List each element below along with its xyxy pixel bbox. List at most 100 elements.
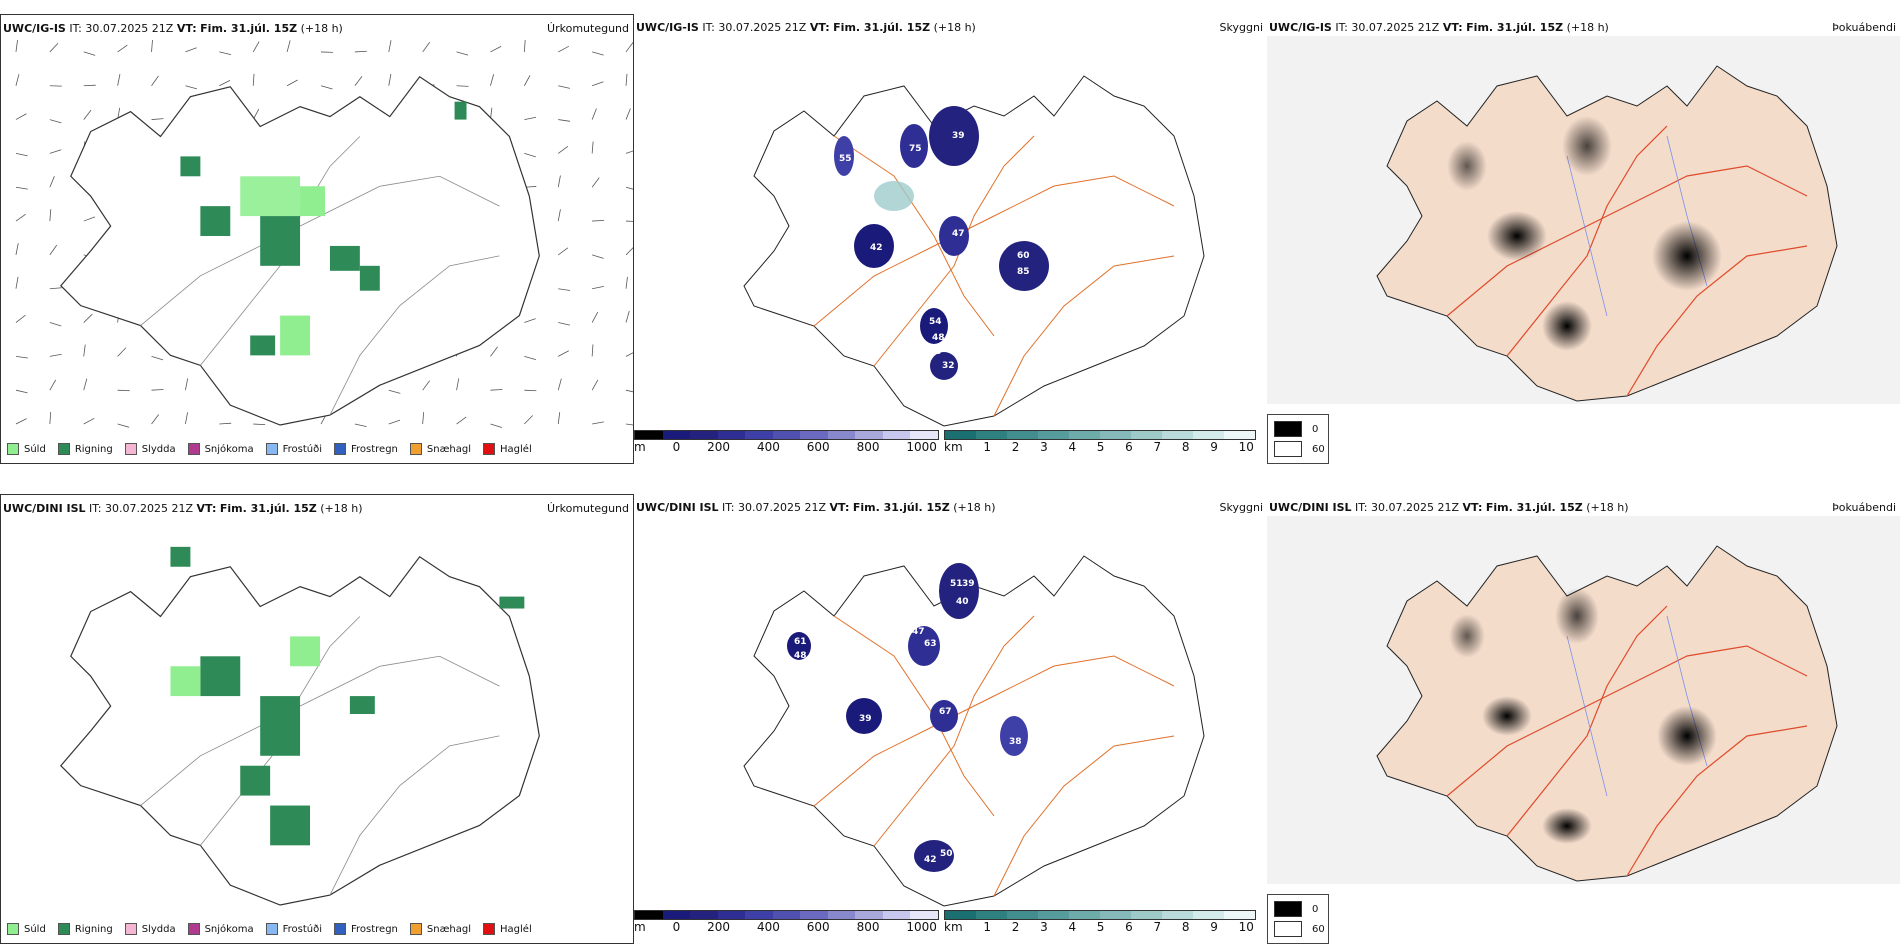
fog-swatch bbox=[1274, 421, 1302, 437]
legend-item-rigning: Rigning bbox=[57, 923, 113, 935]
legend-item-snjokoma: Snjókoma bbox=[187, 923, 254, 935]
tick: 3 bbox=[1040, 440, 1048, 454]
wind-barb-icon bbox=[320, 85, 333, 90]
wind-barb-icon bbox=[591, 108, 597, 120]
wind-barb-icon bbox=[422, 42, 431, 53]
tick: 6 bbox=[1125, 920, 1133, 934]
legend-swatch bbox=[124, 923, 137, 935]
legend-label: Frostúði bbox=[282, 443, 322, 455]
panel-header: UWC/IG-IS IT: 30.07.2025 21Z VT: Fim. 31… bbox=[3, 21, 629, 37]
wind-barb-icon bbox=[117, 44, 128, 53]
wind-barb-icon bbox=[558, 288, 571, 291]
tick: 400 bbox=[756, 920, 780, 934]
tick: 4 bbox=[1068, 920, 1077, 934]
legend-swatch bbox=[334, 923, 346, 935]
legend-swatch bbox=[57, 443, 70, 455]
tick: 7 bbox=[1153, 440, 1162, 454]
wind-barb-icon bbox=[592, 51, 604, 56]
roads bbox=[1446, 125, 1808, 397]
wind-barb-icon bbox=[592, 219, 605, 222]
precip-patches bbox=[170, 546, 525, 846]
ceiling-unit: m bbox=[634, 920, 646, 934]
wind-barb-icon bbox=[117, 73, 121, 86]
legend-swatch bbox=[483, 923, 496, 935]
wind-barb-icon bbox=[151, 118, 164, 120]
panel-header: UWC/DINI ISL IT: 30.07.2025 21Z VT: Fim.… bbox=[1269, 500, 1896, 516]
tick: 10 bbox=[1238, 920, 1254, 934]
fog-legend-label: 60 bbox=[1312, 923, 1325, 935]
wind-barb-icon bbox=[15, 113, 27, 120]
vt-value: Fim. 31.júl. 15Z bbox=[852, 501, 950, 514]
it-value: 30.07.2025 21Z bbox=[738, 501, 827, 514]
wind-barb-icon bbox=[625, 310, 630, 323]
wind-barb-icon bbox=[625, 423, 633, 426]
wind-barb-icon bbox=[625, 150, 633, 154]
tick: 9 bbox=[1210, 920, 1218, 934]
ceiling-label: 48 bbox=[794, 651, 807, 661]
wind-barb-icon bbox=[83, 109, 92, 120]
wind-barb-icon bbox=[49, 149, 62, 154]
ceiling-label: 54 bbox=[929, 317, 942, 327]
iceland-map-svg bbox=[59, 546, 540, 906]
map-ceiling-vis[interactable]: 39 47 60 85 54 48 40 32 55 75 58 76 42 bbox=[634, 36, 1267, 430]
ceiling-label: 67 bbox=[939, 707, 952, 717]
vt-value: Fim. 31.júl. 15Z bbox=[1466, 21, 1564, 34]
ceiling-label: 51 bbox=[950, 579, 963, 589]
legend-label: Snæhagl bbox=[426, 443, 472, 455]
wind-barb-icon bbox=[388, 40, 392, 52]
panel-header: UWC/IG-IS IT: 30.07.2025 21Z VT: Fim. 31… bbox=[1269, 20, 1896, 36]
legend-swatch bbox=[187, 923, 200, 935]
wind-barb-icon bbox=[252, 73, 255, 86]
legend-swatch bbox=[7, 923, 19, 935]
wind-barb-icon bbox=[592, 285, 604, 290]
wind-barb-icon bbox=[490, 46, 502, 53]
tick: 600 bbox=[806, 440, 830, 454]
ceiling-label: 50 bbox=[940, 849, 953, 859]
model-name: UWC/DINI ISL bbox=[3, 502, 86, 515]
wind-barb-icon bbox=[15, 355, 28, 359]
wind-barb-icon bbox=[15, 213, 26, 222]
wind-barb-icon bbox=[524, 153, 536, 158]
legend-label: Rigning bbox=[74, 443, 113, 455]
wind-barb-icon bbox=[524, 355, 536, 360]
tick: 800 bbox=[856, 920, 880, 934]
map-precip-type[interactable] bbox=[1, 37, 633, 429]
ceiling-vis-legend: m 0 200 400 600 800 1000 km 1 2 3 4 5 6 … bbox=[634, 910, 1267, 940]
legend-label: Frostúði bbox=[282, 923, 322, 935]
tick: 0 bbox=[672, 440, 681, 454]
ceiling-label: 85 bbox=[1017, 267, 1030, 277]
wind-barb-icon bbox=[557, 412, 561, 425]
fog-legend-row: 0 bbox=[1274, 421, 1318, 437]
ceiling-label: 48 bbox=[932, 333, 945, 343]
iceland-map-svg bbox=[15, 39, 633, 428]
legend-label: Slydda bbox=[141, 923, 176, 935]
wind-barb-icon bbox=[185, 378, 189, 391]
wind-barb-icon bbox=[456, 416, 467, 425]
wind-barb-icon bbox=[456, 85, 469, 87]
map-ceiling-vis[interactable]: 51 39 40 61 48 39 42 50 38 67 63 47 bbox=[634, 516, 1267, 910]
map-precip-type[interactable] bbox=[1, 517, 633, 909]
visibility-ticks: km 1 2 3 4 5 6 7 8 9 10 bbox=[944, 440, 1254, 454]
ceiling-label: 58 bbox=[926, 159, 939, 169]
wind-barb-icon bbox=[15, 74, 20, 86]
wind-barb-icon bbox=[15, 276, 19, 289]
legend-item-haglel: Haglél bbox=[483, 923, 532, 935]
lead-time: (+18 h) bbox=[933, 21, 976, 34]
vt-value: Fim. 31.júl. 15Z bbox=[1485, 501, 1583, 514]
wind-barb-icon bbox=[83, 417, 95, 425]
tick: 0 bbox=[672, 920, 681, 934]
wind-barb-icon bbox=[151, 75, 159, 86]
fog-legend: 0 60 bbox=[1267, 414, 1329, 464]
map-fog[interactable] bbox=[1267, 516, 1900, 884]
wind-barb-icon bbox=[524, 116, 537, 120]
fog-swatch bbox=[1274, 441, 1302, 457]
ceiling-label: 40 bbox=[956, 597, 969, 607]
wind-barb-icon bbox=[524, 318, 536, 323]
iceland-coastline bbox=[1376, 65, 1838, 402]
tick: 1000 bbox=[906, 440, 937, 454]
wind-barb-icon bbox=[354, 423, 367, 428]
wind-barb-icon bbox=[592, 421, 604, 425]
wind-barb-icon bbox=[523, 39, 526, 52]
map-fog[interactable] bbox=[1267, 36, 1900, 404]
panel-header: UWC/DINI ISL IT: 30.07.2025 21Z VT: Fim.… bbox=[3, 501, 629, 517]
